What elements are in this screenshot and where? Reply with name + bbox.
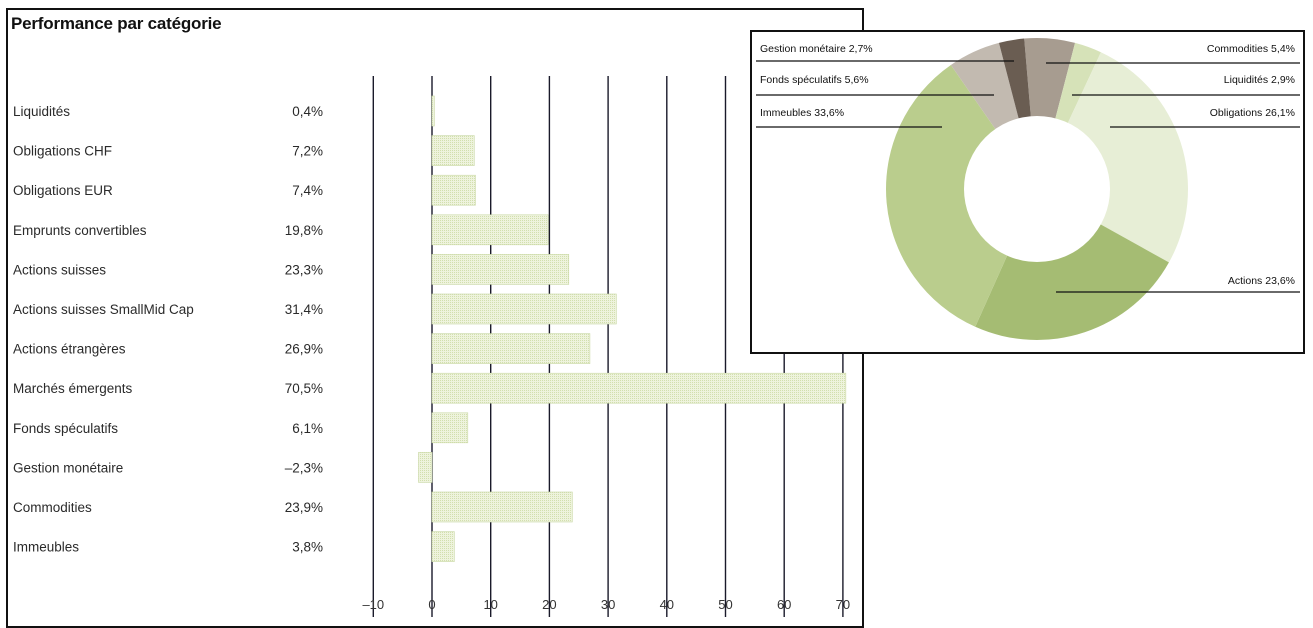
bar: [431, 293, 617, 325]
bar-chart: Liquidités 0,4% Obligations CHF 7,2% Obligat…: [13, 76, 850, 617]
bar: [431, 372, 847, 404]
category-label: Emprunts convertibles: [13, 223, 147, 238]
bar: [431, 174, 476, 206]
value-label: 23,9%: [285, 500, 323, 515]
category-label: Marchés émergents: [13, 381, 133, 396]
category-label: Actions étrangères: [13, 342, 126, 357]
slice-label: Fonds spéculatifs 5,6%: [760, 74, 869, 86]
value-label: 3,8%: [292, 540, 323, 555]
bar: [431, 135, 475, 166]
category-label: Fonds spéculatifs: [13, 421, 118, 436]
slice-label: Actions 23,6%: [1228, 275, 1295, 287]
value-label: 7,4%: [292, 183, 323, 198]
x-tick-label: 10: [483, 597, 497, 612]
value-label: 23,3%: [285, 262, 323, 277]
slice-label: Liquidités 2,9%: [1224, 74, 1295, 86]
slice-label: Immeubles 33,6%: [760, 107, 844, 119]
bar: [431, 491, 573, 523]
slice-label: Commodities 5,4%: [1207, 43, 1295, 55]
donut-hole: [964, 116, 1110, 262]
category-label: Commodities: [13, 500, 92, 515]
x-tick-label: 60: [777, 597, 791, 612]
bar: [431, 254, 570, 285]
category-label: Immeubles: [13, 540, 79, 555]
x-tick-label: 0: [428, 597, 435, 612]
value-label: –2,3%: [285, 460, 323, 475]
slice-label: Gestion monétaire 2,7%: [760, 43, 873, 55]
value-label: 7,2%: [292, 144, 323, 159]
bar: [431, 412, 469, 444]
value-label: 31,4%: [285, 302, 323, 317]
bar: [431, 214, 549, 246]
bar: [431, 95, 435, 127]
value-label: 19,8%: [285, 223, 323, 238]
category-label: Obligations EUR: [13, 183, 113, 198]
bar: [418, 452, 433, 483]
value-label: 70,5%: [285, 381, 323, 396]
slice-label: Obligations 26,1%: [1210, 107, 1295, 119]
category-label: Gestion monétaire: [13, 460, 123, 475]
bar: [431, 333, 591, 364]
category-label: Obligations CHF: [13, 144, 112, 159]
x-tick-label: 70: [836, 597, 850, 612]
x-tick-label: 40: [660, 597, 674, 612]
x-tick-label: 20: [542, 597, 556, 612]
x-tick-label: 50: [718, 597, 732, 612]
category-label: Actions suisses SmallMid Cap: [13, 302, 194, 317]
donut-chart: Gestion monétaire 2,7% Fonds spéculatifs …: [756, 37, 1300, 340]
bar: [431, 531, 455, 562]
x-tick-label: –10: [362, 597, 384, 612]
chart-title: Performance par catégorie: [11, 14, 222, 33]
category-label: Liquidités: [13, 104, 70, 119]
category-label: Actions suisses: [13, 262, 106, 277]
x-tick-label: 30: [601, 597, 615, 612]
value-label: 6,1%: [292, 421, 323, 436]
value-label: 26,9%: [285, 342, 323, 357]
donut-slice: [886, 64, 1037, 327]
value-label: 0,4%: [292, 104, 323, 119]
